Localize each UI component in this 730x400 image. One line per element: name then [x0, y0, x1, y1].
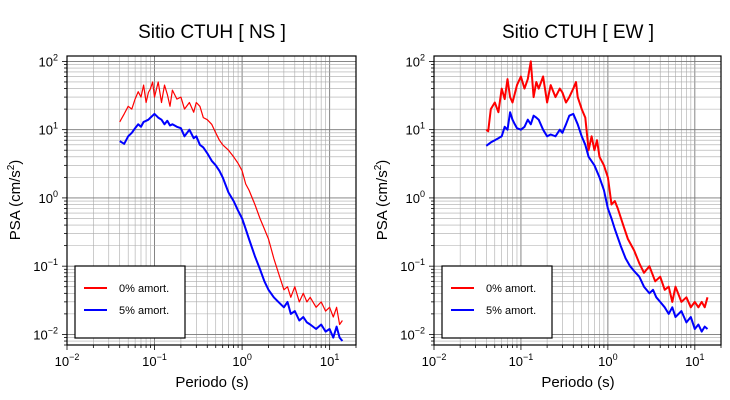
- y-tick-label: 100: [406, 189, 425, 206]
- y-tick-label: 100: [39, 189, 58, 206]
- plot-frame: [66, 55, 357, 346]
- legend-label: 5% amort.: [119, 305, 169, 317]
- y-tick-exp: −1: [415, 257, 425, 267]
- y-axis-label-main: PSA (cm/s: [7, 170, 24, 240]
- legend: 0% amort. 5% amort.: [441, 265, 553, 339]
- x-tick-base: 10: [422, 354, 436, 369]
- chart-title: Sitio CTUH [ NS ]: [138, 22, 286, 43]
- legend-box: [74, 265, 186, 339]
- legend-box: [441, 265, 553, 339]
- y-tick-exp: −2: [48, 325, 58, 335]
- y-tick-base: 10: [39, 54, 53, 69]
- y-axis-label-sup: 2: [6, 164, 17, 170]
- y-tick-label: 101: [406, 121, 425, 138]
- x-tick-exp: −2: [69, 352, 79, 362]
- y-axis-label: PSA (cm/s2): [373, 160, 391, 241]
- series-line-undamped: [119, 81, 343, 326]
- y-tick-base: 10: [406, 191, 420, 206]
- y-tick-exp: 0: [53, 189, 58, 199]
- legend-label: 5% amort.: [486, 305, 536, 317]
- y-tick-exp: −1: [48, 257, 58, 267]
- y-tick-exp: −2: [415, 325, 425, 335]
- x-tick-base: 10: [509, 354, 523, 369]
- x-tick-base: 10: [142, 354, 156, 369]
- x-tick-label: 10−2: [55, 352, 80, 369]
- y-tick-base: 10: [400, 259, 414, 274]
- x-tick-exp: 1: [334, 352, 339, 362]
- x-tick-label: 100: [598, 352, 617, 369]
- y-tick-exp: 2: [53, 52, 58, 62]
- x-tick-exp: 0: [247, 352, 252, 362]
- legend: 0% amort. 5% amort.: [74, 265, 186, 339]
- y-tick-label: 101: [39, 121, 58, 138]
- y-axis-label-sup: 2: [373, 164, 384, 170]
- x-tick-base: 10: [320, 354, 334, 369]
- x-tick-exp: 0: [613, 352, 618, 362]
- y-tick-base: 10: [406, 54, 420, 69]
- y-tick-label: 10−2: [33, 325, 58, 342]
- y-tick-base: 10: [406, 123, 420, 138]
- legend-label: 0% amort.: [119, 283, 169, 295]
- y-axis-label: PSA (cm/s2): [6, 160, 24, 241]
- series-line-undamped: [485, 60, 709, 309]
- x-tick-base: 10: [685, 354, 699, 369]
- y-tick-exp: 2: [420, 52, 425, 62]
- legend-label: 0% amort.: [486, 283, 536, 295]
- chart-title: Sitio CTUH [ EW ]: [502, 22, 654, 43]
- y-tick-exp: 1: [53, 121, 58, 131]
- y-tick-exp: 0: [420, 189, 425, 199]
- x-axis-label: Periodo (s): [175, 374, 248, 391]
- y-tick-label: 10−1: [33, 257, 58, 274]
- x-tick-exp: −1: [157, 352, 167, 362]
- x-tick-exp: −1: [523, 352, 533, 362]
- x-tick-label: 10−1: [509, 352, 534, 369]
- x-tick-base: 10: [55, 354, 69, 369]
- y-tick-base: 10: [39, 123, 53, 138]
- x-tick-label: 100: [232, 352, 251, 369]
- y-tick-label: 10−1: [400, 257, 425, 274]
- x-axis-label: Periodo (s): [541, 374, 614, 391]
- y-tick-exp: 1: [420, 121, 425, 131]
- y-tick-base: 10: [400, 327, 414, 342]
- x-tick-label: 101: [320, 352, 339, 369]
- x-tick-exp: 1: [700, 352, 705, 362]
- y-tick-label: 10−2: [400, 325, 425, 342]
- plot-frame: [433, 55, 722, 346]
- series-line-damped: [485, 111, 709, 333]
- y-tick-label: 102: [406, 52, 425, 69]
- x-tick-label: 10−2: [422, 352, 447, 369]
- y-tick-base: 10: [33, 259, 47, 274]
- series-line-damped: [119, 112, 344, 342]
- y-tick-base: 10: [33, 327, 47, 342]
- y-axis-label-end: ): [374, 160, 391, 165]
- x-tick-base: 10: [598, 354, 612, 369]
- x-tick-label: 101: [685, 352, 704, 369]
- x-tick-base: 10: [232, 354, 246, 369]
- x-tick-label: 10−1: [142, 352, 167, 369]
- y-axis-label-end: ): [7, 160, 24, 165]
- y-tick-base: 10: [39, 191, 53, 206]
- y-axis-label-main: PSA (cm/s: [374, 170, 391, 240]
- x-tick-exp: −2: [436, 352, 446, 362]
- y-tick-label: 102: [39, 52, 58, 69]
